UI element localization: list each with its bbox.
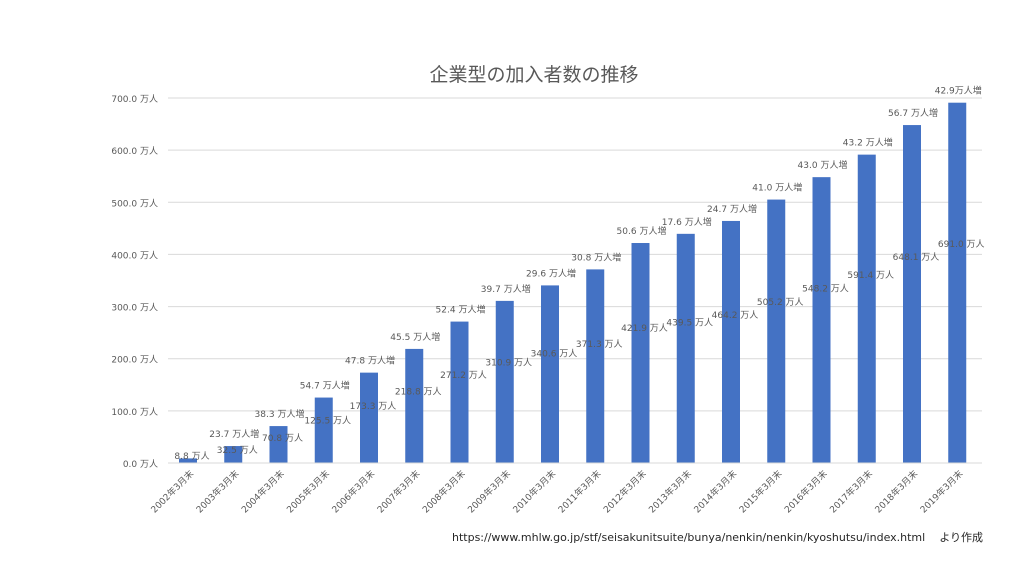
increase-label: 17.6 万人増	[662, 216, 712, 228]
increase-label: 47.8 万人増	[345, 355, 395, 367]
source-url: https://www.mhlw.go.jp/stf/seisakunitsui…	[452, 531, 926, 544]
y-tick-label: 200.0 万人	[111, 355, 158, 366]
x-tick-label: 2019年3月末	[918, 468, 966, 516]
bar	[224, 446, 243, 463]
x-axis-ticks: 2002年3月末2003年3月末2004年3月末2005年3月末2006年3月末…	[148, 468, 965, 516]
x-tick-label: 2002年3月末	[148, 468, 196, 516]
value-label: 464.2 万人	[712, 310, 759, 321]
x-tick-label: 2017年3月末	[827, 468, 875, 516]
x-tick-label: 2013年3月末	[646, 468, 694, 516]
value-label: 32.5 万人	[217, 445, 258, 456]
gridlines	[168, 97, 982, 412]
x-tick-label: 2010年3月末	[510, 468, 558, 516]
bar	[722, 220, 740, 463]
x-tick-label: 2016年3月末	[782, 468, 830, 516]
bar	[495, 300, 514, 463]
value-label: 218.8 万人	[395, 387, 442, 398]
chart-title: 企業型の加入者数の推移	[429, 64, 639, 86]
bar	[812, 177, 831, 463]
bar	[269, 426, 288, 463]
x-tick-label: 2006年3月末	[329, 468, 377, 516]
value-label: 340.6 万人	[531, 348, 578, 359]
increase-label: 30.8 万人増	[571, 251, 621, 263]
increase-label: 54.7 万人増	[300, 380, 350, 392]
bars	[179, 102, 967, 464]
bar	[586, 269, 605, 463]
x-tick-label: 2012年3月末	[601, 468, 649, 516]
increase-label: 23.7 万人増	[209, 428, 259, 440]
increase-label: 52.4 万人増	[436, 304, 486, 316]
bar	[450, 321, 469, 463]
increase-label: 43.2 万人増	[843, 137, 893, 149]
value-label: 648.1 万人	[893, 252, 940, 263]
bar	[857, 154, 876, 463]
x-tick-label: 2004年3月末	[239, 468, 287, 516]
bar	[360, 372, 378, 463]
increase-label: 24.7 万人増	[707, 203, 757, 215]
y-tick-label: 400.0 万人	[111, 250, 158, 261]
increase-label: 45.5 万人増	[390, 331, 440, 343]
bar	[767, 199, 786, 463]
bar	[179, 458, 197, 463]
value-label: 505.2 万人	[757, 297, 804, 308]
increase-label: 39.7 万人増	[481, 283, 531, 295]
increase-label: 29.6 万人増	[526, 267, 576, 279]
value-label: 310.9 万人	[485, 358, 532, 369]
bar	[948, 102, 967, 463]
x-tick-label: 2003年3月末	[194, 468, 242, 516]
bar	[541, 285, 559, 463]
source-suffix: より作成	[939, 531, 983, 544]
bar	[903, 125, 921, 464]
x-tick-label: 2005年3月末	[284, 468, 332, 516]
value-label: 548.2 万人	[802, 283, 849, 294]
increase-label: 41.0 万人増	[752, 182, 802, 194]
bar	[676, 233, 695, 463]
bar	[405, 348, 424, 463]
y-tick-label: 0.0 万人	[123, 459, 158, 470]
value-label: 439.5 万人	[666, 317, 713, 328]
increase-label: 56.7 万人増	[888, 107, 938, 119]
y-tick-label: 100.0 万人	[111, 407, 158, 418]
value-label: 125.5 万人	[304, 416, 351, 427]
value-label: 421.9 万人	[621, 323, 668, 334]
value-label: 70.8 万人	[262, 433, 303, 444]
value-label: 591.4 万人	[847, 270, 894, 281]
x-tick-label: 2015年3月末	[737, 468, 785, 516]
x-tick-label: 2011年3月末	[556, 468, 604, 516]
value-label: 173.3 万人	[350, 401, 397, 412]
x-tick-label: 2018年3月末	[872, 468, 920, 516]
x-tick-label: 2008年3月末	[420, 468, 468, 516]
x-tick-label: 2007年3月末	[375, 468, 423, 516]
y-tick-label: 700.0 万人	[111, 94, 158, 105]
increase-label: 50.6 万人増	[617, 225, 667, 237]
bar	[314, 397, 333, 463]
value-label: 371.3 万人	[576, 339, 623, 350]
increase-label: 38.3 万人増	[255, 408, 305, 420]
increase-label: 43.0 万人増	[798, 159, 848, 171]
y-tick-label: 300.0 万人	[111, 303, 158, 314]
y-axis-ticks: 0.0 万人 100.0 万人 200.0 万人 300.0 万人 400.0 万人 50…	[111, 94, 158, 470]
value-label: 691.0 万人	[938, 239, 985, 250]
x-tick-label: 2009年3月末	[465, 468, 513, 516]
y-tick-label: 500.0 万人	[111, 198, 158, 209]
data-labels: 8.8 万人 32.5 万人 23.7 万人増 70.8 万人 38.3 万人増125.…	[174, 85, 984, 462]
x-tick-label: 2014年3月末	[691, 468, 739, 516]
bar	[631, 243, 650, 463]
value-label: 8.8 万人	[174, 451, 209, 462]
value-label: 271.2 万人	[440, 370, 487, 381]
y-tick-label: 600.0 万人	[111, 146, 158, 157]
increase-label: 42.9万人増	[935, 85, 982, 97]
source-note: https://www.mhlw.go.jp/stf/seisakunitsui…	[452, 529, 983, 545]
